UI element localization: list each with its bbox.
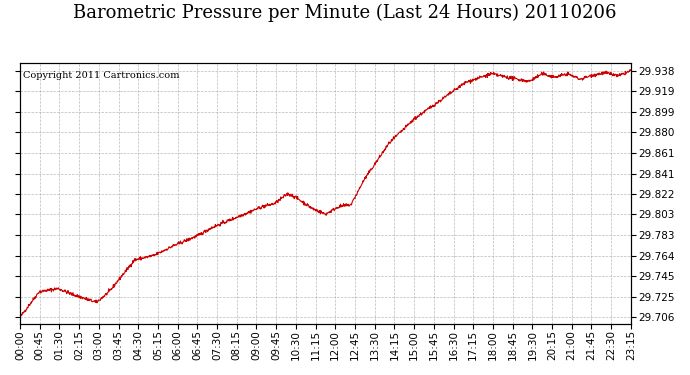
- Text: Copyright 2011 Cartronics.com: Copyright 2011 Cartronics.com: [23, 71, 179, 80]
- Text: Barometric Pressure per Minute (Last 24 Hours) 20110206: Barometric Pressure per Minute (Last 24 …: [73, 4, 617, 22]
